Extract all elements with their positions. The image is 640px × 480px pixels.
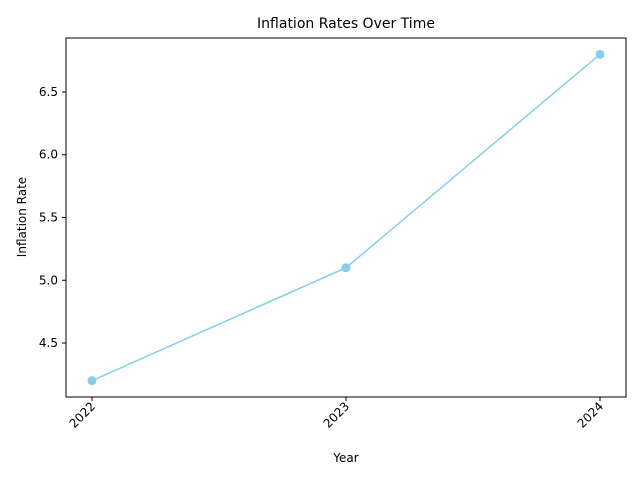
y-tick-label: 6.0: [39, 148, 58, 162]
series-line: [91, 53, 601, 382]
y-tick-label: 6.5: [39, 85, 58, 99]
y-tick-label: 5.0: [39, 273, 58, 287]
y-tick-label: 4.5: [39, 336, 58, 350]
y-axis-ticks: 4.5 5.0 5.5 6.0 6.5: [39, 85, 66, 350]
data-point: [341, 263, 351, 273]
chart-title: Inflation Rates Over Time: [257, 16, 435, 32]
x-axis-label: Year: [332, 451, 358, 465]
x-tick-label: 2023: [321, 399, 352, 430]
data-point: [595, 49, 605, 59]
plot-area-frame: [65, 37, 627, 398]
y-tick-label: 5.5: [39, 211, 58, 225]
x-axis-ticks: 2022 2023 2024: [67, 397, 606, 431]
x-tick-label: 2024: [575, 399, 606, 430]
y-axis-label: Inflation Rate: [15, 177, 29, 257]
series-points: [87, 49, 605, 386]
x-tick-label: 2022: [67, 399, 98, 430]
data-point: [87, 376, 97, 386]
